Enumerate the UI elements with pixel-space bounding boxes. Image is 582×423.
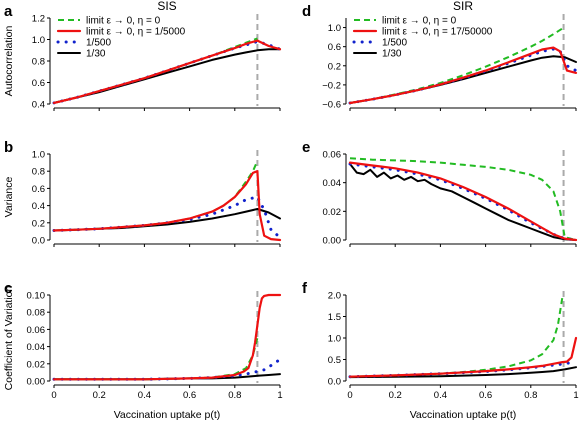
panel-letter-b: b <box>4 139 13 156</box>
y-tick-label: 0.0 <box>32 236 45 247</box>
x-tick-label: 0.4 <box>138 390 151 401</box>
y-axis-label: Coefficient of Variation <box>3 286 15 391</box>
series-line-eta_small <box>52 170 282 242</box>
legend-label-eta_500: 1/500 <box>382 38 407 49</box>
series-line-limit <box>54 337 259 381</box>
panel-a: a 0.4 0.6 0.8 1.0 1.2 Autocorrelation limit ε →… <box>3 3 282 111</box>
y-tick-label: 0.4 <box>32 100 45 111</box>
panels-group: a 0.4 0.6 0.8 1.0 1.2 Autocorrelation limit ε →… <box>3 3 579 401</box>
series-line-limit <box>53 37 258 104</box>
legend-label-eta_500: 1/500 <box>86 38 111 49</box>
x-tick-label: 1 <box>277 390 282 401</box>
series-line-eta_small <box>52 39 282 104</box>
y-tick-label: 0.02 <box>27 359 46 370</box>
x-tick-label: 0.2 <box>389 390 402 401</box>
y-tick-label: 0.06 <box>323 150 342 161</box>
panel-letter-e: e <box>302 139 310 156</box>
y-tick-label: −0.2 <box>322 80 341 91</box>
y-tick-label: 0.6 <box>32 78 45 89</box>
panel-b: b 0.0 0.2 0.4 0.6 0.8 1.0 Variance <box>3 139 282 247</box>
y-axis-label: Variance <box>3 177 15 218</box>
x-tick-label: 1 <box>573 390 578 401</box>
legend-label-eta_30: 1/30 <box>382 49 402 60</box>
y-tick-label: 0.00 <box>323 236 342 247</box>
y-tick-label: 0.08 <box>27 308 46 319</box>
legend-label-eta_small: limit ε → 0, η = 17/50000 <box>382 27 493 38</box>
x-tick-label: 0.8 <box>228 390 241 401</box>
x-tick-label: 0 <box>347 390 352 401</box>
y-tick-label: 0.8 <box>32 167 45 178</box>
series-line-limit <box>53 160 259 232</box>
y-tick-label: 1.2 <box>32 14 45 25</box>
y-tick-label: 0.5 <box>328 355 341 366</box>
panel-letter-a: a <box>4 3 13 20</box>
x-tick-label: 0 <box>51 390 56 401</box>
y-tick-label: 1.0 <box>32 35 45 46</box>
y-tick-label: 0.06 <box>27 325 46 336</box>
series-line-limit <box>349 296 564 378</box>
column-title-sir: SIR <box>453 0 473 13</box>
panel-c: c 0.00 0.02 0.04 0.06 0.08 0.10 0 0.2 0.4 0.6 0.8 1 C… <box>3 280 283 401</box>
x-tick-label: 0.6 <box>183 390 196 401</box>
y-tick-label: 1.0 <box>32 150 45 161</box>
x-axis-label-right: Vaccination uptake p(t) <box>410 409 517 421</box>
x-tick-label: 0.2 <box>93 390 106 401</box>
series-line-eta_small <box>348 46 578 105</box>
x-axis-label-left: Vaccination uptake p(t) <box>114 409 221 421</box>
series-line-eta_small <box>52 293 282 381</box>
y-axis-label: Autocorrelation <box>3 26 15 97</box>
series-line-eta_500 <box>52 195 282 239</box>
y-tick-label: 0.00 <box>27 377 46 388</box>
series-line-eta_500 <box>52 358 282 381</box>
legend-label-eta_small: limit ε → 0, η = 1/5000 <box>86 27 186 38</box>
y-tick-label: 1.5 <box>328 312 341 323</box>
y-tick-label: 0.6 <box>32 184 45 195</box>
y-tick-label: 0.0 <box>328 377 341 388</box>
y-tick-label: −0.6 <box>322 100 341 111</box>
legend-label-limit: limit ε → 0, η = 0 <box>382 16 457 27</box>
y-tick-label: 0.6 <box>328 42 341 53</box>
y-tick-label: 0.2 <box>328 61 341 72</box>
series-line-eta_500 <box>348 360 578 379</box>
y-tick-label: 0.02 <box>323 207 342 218</box>
panel-letter-d: d <box>302 3 311 20</box>
y-tick-label: 2.0 <box>328 291 341 302</box>
legend-label-eta_30: 1/30 <box>86 49 106 60</box>
series-line-eta_30 <box>53 208 281 232</box>
y-tick-label: 0.2 <box>32 218 45 229</box>
legend-label-limit: limit ε → 0, η = 0 <box>86 16 161 27</box>
series-line-eta_30 <box>349 163 577 241</box>
x-tick-label: 0.8 <box>524 390 537 401</box>
panel-f: f 0.0 0.5 1.0 1.5 2.0 0 0.2 0.4 0.6 0.8 1 <box>302 280 579 401</box>
panel-d: d −0.6 −0.2 0.2 0.6 1.0 limit ε → 0, η = 0limi… <box>302 3 578 111</box>
y-tick-label: 0.8 <box>32 57 45 68</box>
x-tick-label: 0.4 <box>434 390 447 401</box>
series-line-eta_small <box>348 161 578 242</box>
y-tick-label: 0.4 <box>32 201 45 212</box>
panel-letter-f: f <box>302 280 308 297</box>
y-tick-label: 0.10 <box>27 291 46 302</box>
x-tick-label: 0.6 <box>479 390 492 401</box>
panel-e: e 0.00 0.02 0.04 0.06 <box>302 139 578 247</box>
y-tick-label: 0.04 <box>27 342 46 353</box>
panel-letter-c: c <box>4 280 12 297</box>
column-title-sis: SIS <box>157 0 176 13</box>
y-tick-label: 1.0 <box>328 23 341 34</box>
y-tick-label: 1.0 <box>328 334 341 345</box>
series-line-eta_30 <box>349 366 577 379</box>
y-tick-label: 0.04 <box>323 178 342 189</box>
series-line-eta_small <box>348 336 578 378</box>
